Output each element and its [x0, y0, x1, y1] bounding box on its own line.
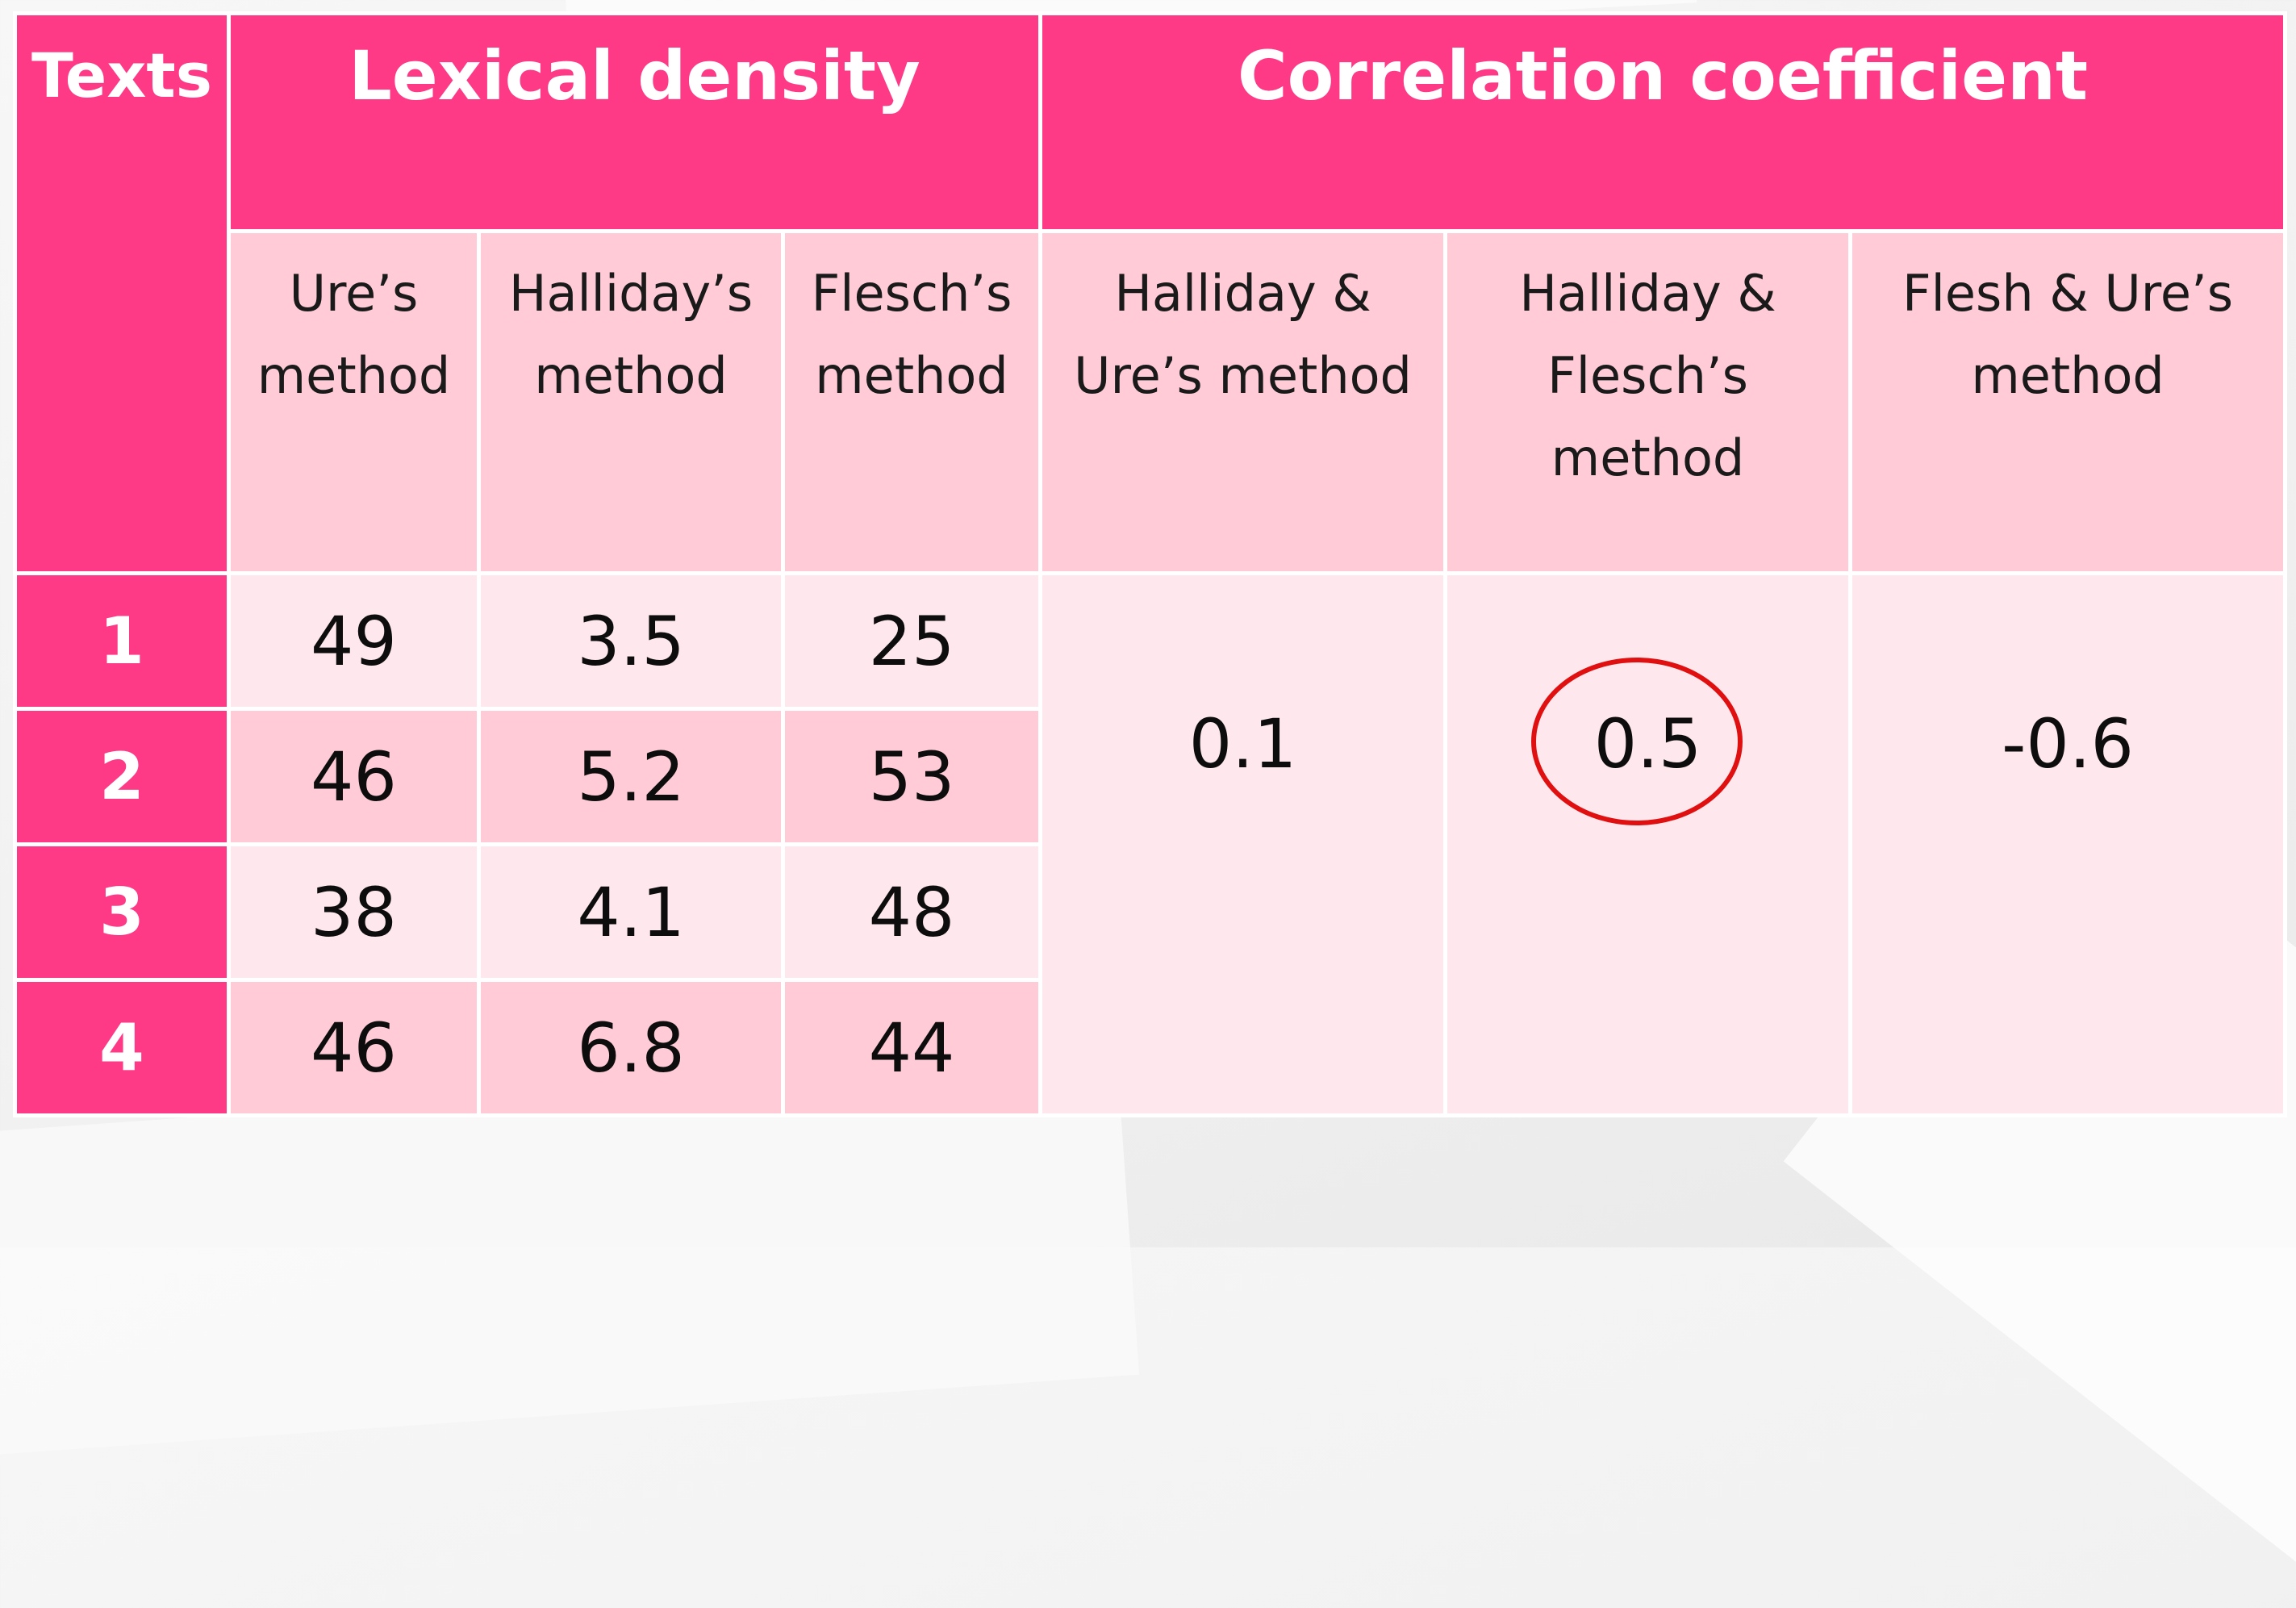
- lexical-density-table: Texts Lexical density Correlation coeffi…: [13, 11, 2288, 1117]
- correlation-flesh-ure: -0.6: [1848, 571, 2288, 1117]
- subheader-fleschs-method: Flesch’s method: [780, 229, 1043, 575]
- subheader-ures-method: Ure’s method: [227, 229, 481, 575]
- subheader-halliday-flesch: Halliday & Flesch’s method: [1443, 229, 1853, 575]
- halliday-value: 6.8: [477, 978, 785, 1117]
- header-lexical-density: Lexical density: [226, 11, 1043, 233]
- table-row: 3 38 4.1 48: [13, 842, 2286, 982]
- halliday-value: 5.2: [477, 707, 785, 846]
- subheader-flesh-ure: Flesh & Ure’s method: [1848, 229, 2288, 575]
- subheader-hallidays-method: Halliday’s method: [477, 229, 785, 575]
- header-correlation-coefficient: Correlation coefficient: [1038, 11, 2288, 233]
- header-texts: Texts: [13, 11, 231, 575]
- table-row: 1 49 3.5 25 0.1 0.5 -0.6: [13, 571, 2288, 1117]
- text-number: 3: [13, 842, 231, 982]
- text-number: 2: [13, 707, 231, 846]
- flesch-value: 53: [780, 707, 1043, 846]
- correlation-value: 0.1: [1188, 704, 1297, 783]
- ure-value: 46: [227, 978, 481, 1117]
- correlation-value: -0.6: [2002, 704, 2134, 783]
- circled-correlation-value: 0.5: [1530, 658, 1743, 825]
- text-number: 4: [13, 978, 231, 1117]
- correlation-halliday-ure: 0.1: [1038, 571, 1448, 1117]
- ure-value: 38: [227, 842, 481, 982]
- flesch-value: 25: [780, 571, 1043, 711]
- ure-value: 49: [227, 571, 481, 711]
- ure-value: 46: [227, 707, 481, 846]
- text-number: 1: [13, 571, 231, 711]
- halliday-value: 3.5: [477, 571, 785, 711]
- table-row: 4 46 6.8 44: [13, 978, 2286, 1117]
- subheader-halliday-ure: Halliday & Ure’s method: [1038, 229, 1448, 575]
- correlation-halliday-flesch: 0.5: [1443, 571, 1853, 1117]
- table-row: 2 46 5.2 53: [13, 707, 2286, 846]
- halliday-value: 4.1: [477, 842, 785, 982]
- flesch-value: 48: [780, 842, 1043, 982]
- flesch-value: 44: [780, 978, 1043, 1117]
